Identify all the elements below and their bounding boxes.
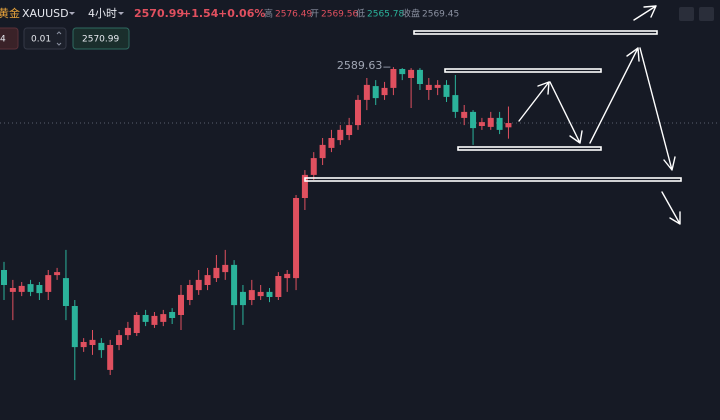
candle-body <box>408 69 415 78</box>
candle-body <box>239 291 246 306</box>
candle-body <box>18 285 25 292</box>
candle-body <box>399 69 406 75</box>
candle-body <box>116 335 123 345</box>
candle-body <box>231 264 238 306</box>
candle-body <box>124 327 131 336</box>
candle-body <box>319 144 326 159</box>
candle-body <box>151 315 158 325</box>
candle-body <box>275 276 282 297</box>
candle-body <box>293 198 300 279</box>
candle-body <box>487 117 494 127</box>
candle-body <box>328 138 335 148</box>
candle-body <box>363 84 370 100</box>
candle-body <box>133 315 140 333</box>
candle-body <box>284 273 291 279</box>
left-field-text: 4 <box>0 35 6 45</box>
candle-body <box>425 84 432 90</box>
drawings <box>304 5 682 225</box>
candle-body <box>160 314 167 322</box>
candle-body <box>142 315 149 322</box>
candle-body <box>89 339 96 345</box>
symbol[interactable]: XAUUSD <box>22 7 69 20</box>
symbol-cn: 黄金 <box>0 6 20 20</box>
candle-body <box>390 69 397 88</box>
step-text: 0.01 <box>31 35 51 45</box>
candle-body <box>195 279 202 291</box>
candle-body <box>178 294 184 315</box>
candle-body <box>213 267 220 279</box>
candle-body <box>45 275 52 292</box>
stepper[interactable] <box>56 31 62 46</box>
left-field[interactable] <box>0 27 19 50</box>
open-label: 开 <box>310 9 319 20</box>
candle-body <box>266 291 273 297</box>
drawn-level[interactable] <box>457 146 602 151</box>
annotation: 2589.63 <box>337 59 383 72</box>
dropdown-icon[interactable] <box>118 12 124 15</box>
candle-body <box>248 290 255 300</box>
candle-body <box>9 288 16 292</box>
candle-body <box>222 264 229 273</box>
candle-body <box>169 312 176 318</box>
toolbar-button[interactable] <box>679 7 694 21</box>
drawn-level[interactable] <box>444 68 602 73</box>
high-value: 2576.49 <box>275 10 312 20</box>
candle-body <box>80 342 87 348</box>
dropdown-icon[interactable] <box>69 12 75 15</box>
candle-body <box>98 342 105 351</box>
candle-body <box>496 117 503 130</box>
candle-body <box>443 84 450 97</box>
candle-body <box>381 87 388 96</box>
candle-body <box>107 345 114 370</box>
candle-body <box>310 158 317 175</box>
close-value: 2569.45 <box>422 10 459 20</box>
plot-area: 2589.63 <box>0 59 720 381</box>
last-price: 2570.99 <box>134 7 184 20</box>
candle-body <box>434 84 441 88</box>
close-label: 收盘 <box>402 8 420 20</box>
candle-body <box>372 86 379 99</box>
candle-body <box>204 275 211 285</box>
toolbar-button[interactable] <box>699 7 714 21</box>
drawn-level[interactable] <box>304 177 682 182</box>
step-input[interactable] <box>23 27 67 50</box>
candle-body <box>505 123 512 128</box>
candle-body <box>27 284 34 292</box>
order-toolbar: 4 0.01 2570.99 <box>0 27 130 50</box>
candle-body <box>346 125 353 135</box>
candle-body <box>337 129 344 141</box>
price-field-text: 2570.99 <box>82 35 119 45</box>
price-field[interactable] <box>72 27 130 50</box>
high-label: 高 <box>264 8 273 20</box>
candle-body <box>470 111 477 129</box>
candle-body <box>186 285 193 300</box>
candle-body <box>416 69 423 84</box>
candle-body <box>257 291 264 297</box>
header: 黄金 XAUUSD 4小时 2570.99 +1.54 +0.06% 高 257… <box>0 6 714 21</box>
candle-body <box>452 95 459 112</box>
change: +1.54 <box>182 7 219 20</box>
open-value: 2569.56 <box>321 10 358 20</box>
candle-body <box>62 278 69 306</box>
low-value: 2565.78 <box>367 10 404 20</box>
candle-body <box>71 306 78 348</box>
candle-body <box>301 174 308 198</box>
drawn-level[interactable] <box>413 30 658 35</box>
candle-body <box>478 122 485 126</box>
candle-body <box>461 111 468 118</box>
candle-body <box>355 99 361 126</box>
change-pct: +0.06% <box>218 7 265 20</box>
candle-body <box>36 285 43 294</box>
drawn-arrows[interactable] <box>518 5 681 225</box>
interval[interactable]: 4小时 <box>88 7 117 20</box>
candle-body <box>54 272 61 276</box>
candle-body <box>1 270 7 285</box>
low-label: 低 <box>356 8 365 20</box>
